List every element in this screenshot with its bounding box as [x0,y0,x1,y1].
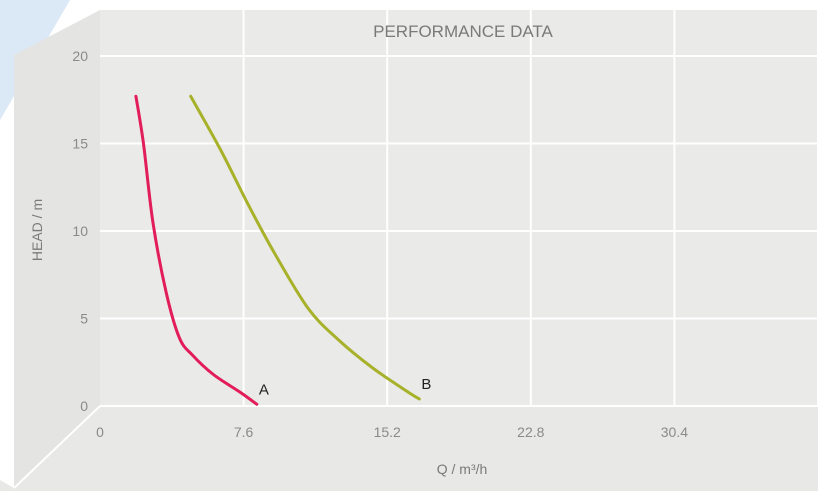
series-label-b: B [421,376,431,393]
y-tick-label: 15 [72,136,88,152]
chart-floor [0,406,818,491]
x-tick-label: 22.8 [517,424,544,440]
x-tick-label: 0 [96,424,104,440]
series-line-a [134,94,259,406]
floor-edge [13,405,101,489]
series-label-a: A [259,381,269,398]
series-lines [134,94,421,406]
grid [100,10,819,406]
series-line-b [189,94,421,401]
x-tick-label: 15.2 [374,424,401,440]
x-axis-label: Q / m³/h [437,461,488,477]
y-tick-label: 20 [72,48,88,64]
x-tick-label: 7.6 [234,424,254,440]
y-tick-label: 5 [80,311,88,327]
x-tick-label: 30.4 [661,424,688,440]
y-tick-label: 10 [72,223,88,239]
chart-back-panel [100,10,818,406]
chart-title: PERFORMANCE DATA [373,22,553,41]
y-tick-label: 0 [80,398,88,414]
chart-side-panel [14,10,100,488]
tick-labels: 0 7.6 15.2 22.8 30.4 0 5 10 15 20 [72,48,688,440]
y-axis-label: HEAD / m [29,199,45,261]
